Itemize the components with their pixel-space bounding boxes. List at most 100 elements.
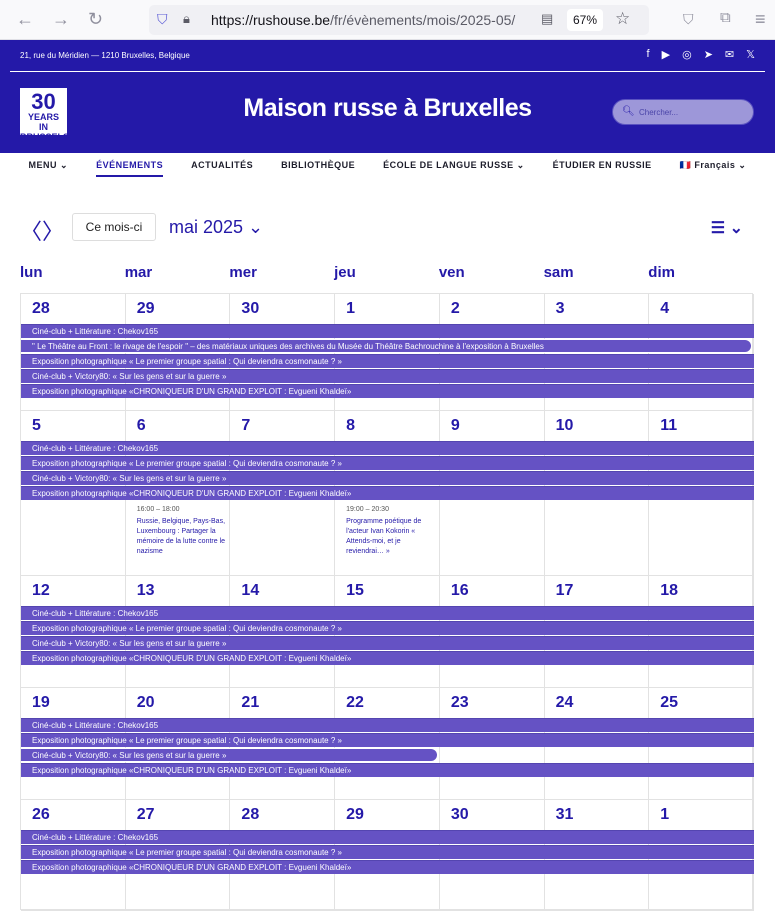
day-number[interactable]: 29 — [346, 806, 364, 823]
event-bar[interactable]: Ciné-club + Littérature : Chekov165 — [21, 718, 754, 732]
next-month-button[interactable]: 〉 — [42, 219, 65, 244]
day-number[interactable]: 7 — [241, 417, 251, 434]
day-number[interactable]: 17 — [555, 582, 574, 599]
weekday-header: dim — [648, 264, 675, 281]
weekday-header: mar — [124, 264, 153, 281]
day-number[interactable]: 1 — [660, 806, 670, 823]
day-number[interactable]: 30 — [450, 806, 469, 823]
day-number[interactable]: 6 — [136, 417, 146, 434]
event-bar[interactable]: Exposition photographique « Le premier g… — [21, 733, 754, 747]
event-title[interactable]: Programme poétique de l'acteur Ivan Koko… — [346, 518, 422, 555]
pocket-icon[interactable]: ⛉ — [683, 11, 694, 27]
menu-item[interactable]: BIBLIOTHÈQUE — [281, 160, 356, 170]
day-number[interactable]: 14 — [241, 582, 260, 599]
day-number[interactable]: 19 — [32, 694, 50, 711]
day-number[interactable]: 23 — [450, 694, 469, 711]
event-bar[interactable]: Exposition photographique «CHRONIQUEUR D… — [21, 384, 754, 398]
shield-icon: ⛉ — [157, 11, 168, 27]
weekday-header: lun — [20, 264, 43, 281]
event-bar[interactable]: Exposition photographique «CHRONIQUEUR D… — [21, 651, 754, 665]
day-number[interactable]: 28 — [241, 806, 260, 823]
lock-icon: 🔒︎ — [183, 11, 190, 26]
event-item[interactable]: 19:00 – 20:30 Programme poétique de l'act… — [346, 505, 436, 557]
day-number[interactable]: 29 — [136, 300, 155, 317]
site-header: 21, rue du Méridien — 1210 Bruxelles, Be… — [0, 40, 775, 153]
url-text[interactable]: https://rushouse.be/fr/évènements/mois/2… — [211, 12, 515, 28]
day-number[interactable]: 18 — [660, 582, 679, 599]
event-bar[interactable]: Ciné-club + Victory80: « Sur les gens et… — [21, 471, 754, 485]
view-selector[interactable]: ☰ ⌄ — [710, 220, 743, 237]
day-number[interactable]: 21 — [241, 694, 260, 711]
event-bar[interactable]: Ciné-club + Littérature : Chekov165 — [21, 324, 754, 338]
day-cell[interactable]: 4 — [649, 294, 754, 411]
event-bar[interactable]: Ciné-club + Victory80: « Sur les gens et… — [21, 636, 754, 650]
reader-icon[interactable]: ▤ — [541, 11, 554, 26]
this-month-button[interactable]: Ce mois-ci — [72, 213, 156, 241]
menu-item[interactable]: ÉTUDIER EN RUSSIE — [552, 160, 652, 170]
day-number[interactable]: 16 — [450, 582, 469, 599]
event-item[interactable]: 16:00 – 18:00 Russie, Belgique, Pays-Bas… — [137, 505, 227, 557]
event-bar[interactable]: Exposition photographique «CHRONIQUEUR D… — [21, 486, 754, 500]
event-bar[interactable]: Ciné-club + Littérature : Chekov165 — [21, 441, 754, 455]
extensions-icon[interactable]: ⧉ — [720, 9, 731, 26]
event-bar[interactable]: Ciné-club + Victory80: « Sur les gens et… — [21, 369, 754, 383]
menu-item[interactable]: MENU ⌄ — [28, 160, 69, 170]
day-number[interactable]: 26 — [32, 806, 50, 823]
event-bar[interactable]: " Le Théâtre au Front : le rivage de l'e… — [21, 339, 752, 353]
instagram-icon[interactable]: ◎ — [682, 49, 692, 61]
event-bar[interactable]: Ciné-club + Littérature : Chekov165 — [21, 830, 754, 844]
event-bar[interactable]: Exposition photographique « Le premier g… — [21, 354, 754, 368]
day-number[interactable]: 30 — [241, 300, 260, 317]
day-number[interactable]: 2 — [450, 300, 460, 317]
address: 21, rue du Méridien — 1210 Bruxelles, Be… — [20, 51, 190, 60]
facebook-icon[interactable]: f — [646, 48, 650, 60]
logo[interactable]: 30 YEARS IN BRUSSELS — [20, 88, 70, 142]
menu-item[interactable]: ACTUALITÉS — [191, 160, 254, 170]
x-icon[interactable]: 𝕏 — [746, 49, 755, 61]
day-number[interactable]: 1 — [346, 300, 356, 317]
day-number[interactable]: 4 — [660, 300, 670, 317]
day-number[interactable]: 27 — [136, 806, 155, 823]
youtube-icon[interactable]: ▶ — [661, 49, 671, 61]
day-number[interactable]: 8 — [346, 417, 356, 434]
zoom-level[interactable]: 67% — [567, 9, 603, 31]
event-bar[interactable]: Exposition photographique « Le premier g… — [21, 456, 754, 470]
event-bar[interactable]: Exposition photographique « Le premier g… — [21, 621, 754, 635]
day-number[interactable]: 25 — [660, 694, 679, 711]
search-input[interactable]: 🔍︎ Chercher... — [612, 99, 754, 125]
telegram-icon[interactable]: ➤ — [703, 49, 713, 61]
site-title: Maison russe à Bruxelles — [243, 94, 532, 122]
event-bar[interactable]: Exposition photographique «CHRONIQUEUR D… — [21, 860, 754, 874]
day-number[interactable]: 22 — [346, 694, 364, 711]
day-number[interactable]: 10 — [555, 417, 574, 434]
back-icon[interactable]: ← — [16, 9, 34, 29]
menu-item[interactable]: ÉVÉNEMENTS — [96, 160, 164, 177]
day-number[interactable]: 28 — [32, 300, 50, 317]
mail-icon[interactable]: ✉ — [724, 49, 735, 61]
reload-icon[interactable]: ↻ — [88, 9, 104, 29]
menu-icon[interactable]: ≡ — [755, 9, 766, 29]
star-icon[interactable]: ☆ — [615, 9, 631, 28]
month-selector[interactable]: mai 2025 ⌄ — [169, 217, 264, 237]
event-bar[interactable]: Exposition photographique « Le premier g… — [21, 845, 754, 859]
menu-item[interactable]: 🇫🇷 Français ⌄ — [679, 160, 747, 170]
day-number[interactable]: 12 — [32, 582, 50, 599]
day-number[interactable]: 11 — [660, 417, 678, 434]
day-number[interactable]: 15 — [346, 582, 364, 599]
event-bar[interactable]: Exposition photographique «CHRONIQUEUR D… — [21, 763, 754, 777]
url-path: /fr/évènements/mois/2025-05/ — [330, 12, 516, 28]
day-number[interactable]: 3 — [555, 300, 565, 317]
day-number[interactable]: 13 — [136, 582, 155, 599]
menu-item[interactable]: ÉCOLE DE LANGUE RUSSE ⌄ — [383, 160, 525, 170]
prev-month-button[interactable]: 〈 — [20, 219, 43, 244]
day-number[interactable]: 9 — [450, 417, 460, 434]
day-number[interactable]: 20 — [136, 694, 155, 711]
forward-icon[interactable]: → — [52, 9, 70, 29]
day-number[interactable]: 31 — [555, 806, 574, 823]
event-bar[interactable]: Ciné-club + Littérature : Chekov165 — [21, 606, 754, 620]
day-number[interactable]: 5 — [32, 417, 41, 434]
event-title[interactable]: Russie, Belgique, Pays-Bas, Luxembourg :… — [136, 518, 226, 555]
event-bar[interactable]: Ciné-club + Victory80: « Sur les gens et… — [21, 748, 438, 762]
day-number[interactable]: 24 — [555, 694, 574, 711]
url-bar[interactable]: ⛉ 🔒︎ https://rushouse.be/fr/évènements/m… — [149, 5, 649, 35]
